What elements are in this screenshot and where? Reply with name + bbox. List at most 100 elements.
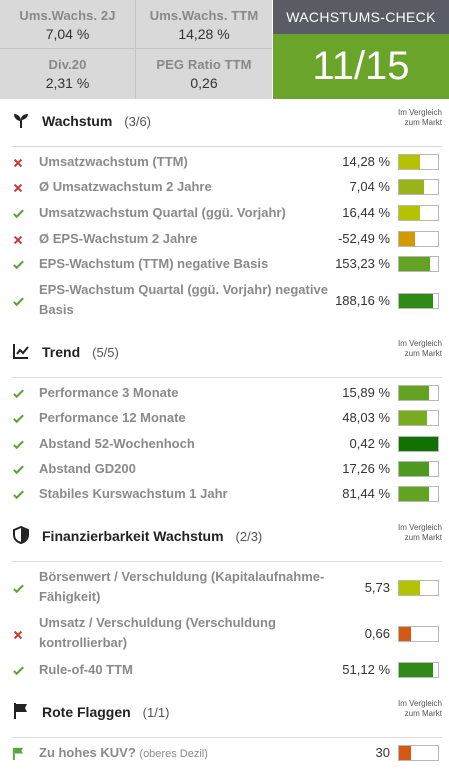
market-comparison-fill (399, 663, 434, 677)
kpi-label: Div.20 (48, 57, 87, 72)
market-comparison-fill (399, 155, 421, 169)
growth-check-box: WACHSTUMS-CHECK 11/15 (273, 0, 449, 99)
market-comparison-fill (399, 232, 416, 246)
section-header: Rote Flaggen (1/1) Im Vergleich zum Markt (12, 698, 442, 738)
criterion-row: Börsenwert / Verschuldung (Kapitalaufnah… (12, 567, 442, 608)
criterion-label: Umsatzwachstum (TTM) (39, 154, 188, 169)
criterion-value: 51,12 % (342, 662, 390, 677)
criterion-value: 7,04 % (349, 179, 390, 194)
check-icon (12, 258, 25, 274)
section-count: (2/3) (235, 529, 263, 544)
criterion-label: Umsatz / Verschuldung (Verschuldung kont… (39, 615, 276, 650)
criterion-label: EPS-Wachstum Quartal (ggü. Vorjahr) nega… (39, 282, 328, 317)
market-comparison-bar (398, 486, 439, 502)
criterion-value: 81,44 % (342, 486, 390, 501)
kpi-peg-ratio: PEG Ratio TTM 0,26 (136, 49, 272, 99)
market-comparison-bar (398, 579, 439, 596)
compare-to-market-label: Im Vergleich zum Markt (397, 108, 442, 127)
kpi-grid: Ums.Wachs. 2J 7,04 % Ums.Wachs. TTM 14,2… (0, 0, 272, 99)
criterion-label: EPS-Wachstum (TTM) negative Basis (39, 256, 269, 271)
section-count: (3/6) (124, 114, 152, 129)
criterion-value: -52,49 % (337, 231, 390, 246)
market-comparison-bar (398, 292, 439, 309)
sprout-icon (12, 111, 30, 129)
header: Ums.Wachs. 2J 7,04 % Ums.Wachs. TTM 14,2… (0, 0, 449, 99)
criterion-label: Performance 12 Monate (39, 410, 186, 425)
criterion-value: 14,28 % (342, 154, 390, 169)
criterion-value: 15,89 % (342, 385, 390, 400)
growth-check-score: 11/15 (273, 34, 449, 99)
market-comparison-fill (399, 411, 428, 425)
criterion-label: Börsenwert / Verschuldung (Kapitalaufnah… (39, 569, 325, 604)
market-comparison-bar (398, 745, 439, 761)
criterion-row: Abstand 52-Wochenhoch 0,42 % (12, 434, 442, 454)
kpi-value: 7,04 % (45, 26, 90, 42)
check-icon (12, 438, 25, 454)
section-title: Finanzierbarkeit Wachstum (2/3) (42, 528, 263, 544)
market-comparison-bar (398, 410, 439, 426)
criterion-label: Ø Umsatzwachstum 2 Jahre (39, 179, 212, 194)
flag-icon (12, 702, 30, 720)
criterion-label: Abstand GD200 (39, 461, 136, 476)
criterion-value: 0,42 % (349, 436, 390, 451)
criterion-value: 153,23 % (335, 256, 390, 271)
cross-icon (12, 233, 24, 249)
kpi-label: PEG Ratio TTM (156, 57, 252, 72)
market-comparison-bar (398, 436, 439, 452)
check-icon (12, 582, 25, 598)
kpi-dividend: Div.20 2,31 % (0, 49, 136, 99)
cross-icon (12, 156, 24, 172)
criterion-row: Rule-of-40 TTM 51,12 % (12, 660, 442, 680)
section-count: (5/5) (92, 345, 119, 360)
check-icon (12, 664, 25, 680)
criterion-row: Ø EPS-Wachstum 2 Jahre -52,49 % (12, 229, 442, 249)
market-comparison-bar (398, 662, 439, 678)
market-comparison-fill (399, 206, 421, 220)
criterion-note: (oberes Dezil) (139, 748, 208, 760)
compare-to-market-label: Im Vergleich zum Markt (397, 523, 442, 542)
market-comparison-fill (399, 386, 430, 400)
market-comparison-bar (398, 231, 439, 247)
shield-icon (12, 525, 30, 545)
check-icon (12, 387, 25, 403)
criterion-row: EPS-Wachstum (TTM) negative Basis 153,23 … (12, 254, 442, 274)
section-title: Rote Flaggen (1/1) (42, 704, 170, 720)
kpi-value: 0,26 (190, 75, 218, 91)
market-comparison-fill (399, 626, 412, 641)
criterion-label: Rule-of-40 TTM (39, 662, 133, 677)
kpi-value: 2,31 % (45, 75, 90, 91)
market-comparison-fill (399, 180, 425, 194)
check-icon (12, 207, 25, 223)
criterion-row: Umsatzwachstum (TTM) 14,28 % (12, 152, 442, 172)
criterion-row: Stabiles Kurswachstum 1 Jahr 81,44 % (12, 484, 442, 504)
section-header: Wachstum (3/6) Im Vergleich zum Markt (12, 107, 442, 147)
market-comparison-fill (399, 293, 434, 308)
check-icon (12, 463, 25, 479)
criterion-label: Umsatzwachstum Quartal (ggü. Vorjahr) (39, 205, 286, 220)
criterion-row: Ø Umsatzwachstum 2 Jahre 7,04 % (12, 177, 442, 197)
criterion-label: Zu hohes KUV? (oberes Dezil) (39, 745, 208, 760)
growth-check-title: WACHSTUMS-CHECK (273, 0, 449, 34)
section-header: Trend (5/5) Im Vergleich zum Markt (12, 338, 442, 378)
trend-chart-icon (12, 342, 30, 360)
market-comparison-bar (398, 179, 439, 195)
section-title: Trend (5/5) (42, 344, 119, 360)
market-comparison-bar (398, 461, 439, 477)
criterion-label: Abstand 52-Wochenhoch (39, 436, 195, 451)
compare-to-market-label: Im Vergleich zum Markt (397, 699, 442, 718)
criterion-label: Ø EPS-Wachstum 2 Jahre (39, 231, 198, 246)
market-comparison-bar (398, 256, 439, 272)
criterion-label: Stabiles Kurswachstum 1 Jahr (39, 486, 228, 501)
check-icon (12, 488, 25, 504)
market-comparison-bar (398, 385, 439, 401)
market-comparison-bar (398, 154, 439, 170)
criterion-row: Performance 12 Monate 48,03 % (12, 408, 442, 428)
criterion-row: Zu hohes KUV? (oberes Dezil) 30 (12, 743, 442, 763)
market-comparison-fill (399, 580, 421, 595)
market-comparison-fill (399, 257, 431, 271)
kpi-revenue-growth-2y: Ums.Wachs. 2J 7,04 % (0, 0, 136, 49)
criterion-value: 48,03 % (342, 410, 390, 425)
section-header: Finanzierbarkeit Wachstum (2/3) Im Verglei… (12, 522, 442, 562)
cross-icon (12, 181, 24, 197)
check-icon (12, 412, 25, 428)
